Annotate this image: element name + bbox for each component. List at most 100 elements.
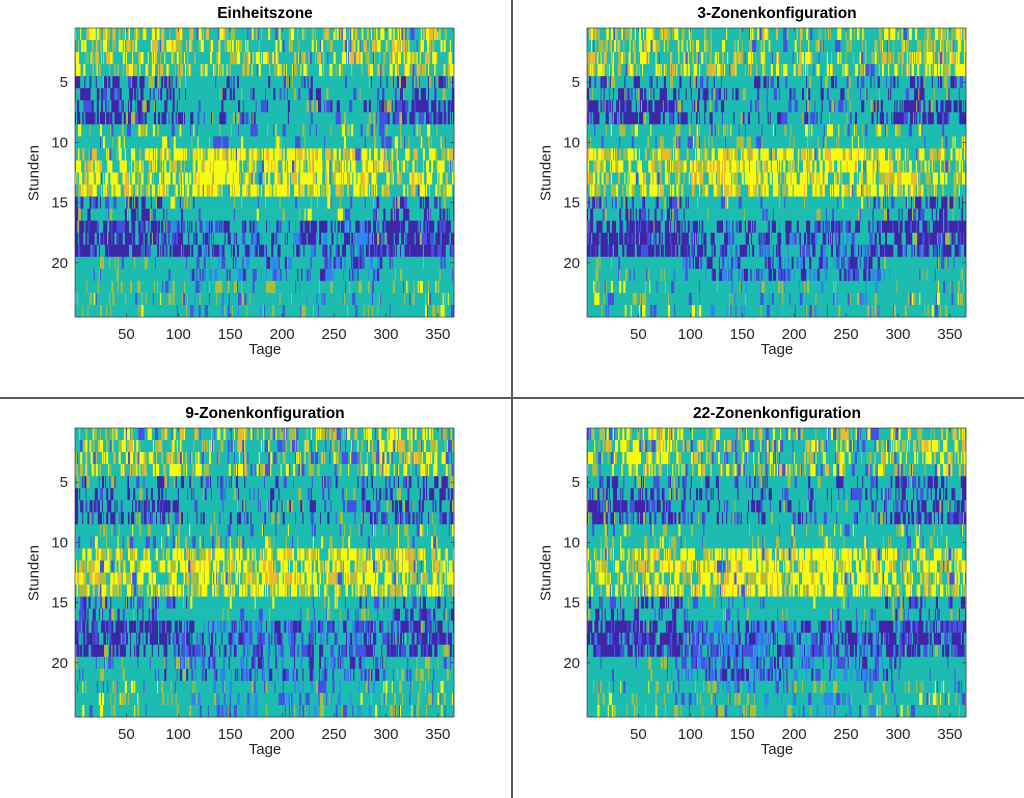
heatmap-cell	[657, 184, 659, 197]
heatmap-cell	[625, 88, 627, 101]
heatmap-cell	[128, 184, 132, 197]
heatmap-cell	[831, 28, 838, 41]
heatmap-cell	[410, 292, 413, 306]
heatmap-cell	[281, 220, 289, 234]
heatmap-cell	[742, 160, 746, 173]
heatmap-cell	[405, 220, 409, 234]
heatmap-cell	[610, 148, 614, 161]
heatmap-cell	[654, 88, 660, 101]
heatmap-cell	[917, 64, 920, 77]
heatmap-cell	[351, 28, 354, 41]
heatmap-cell	[153, 76, 156, 89]
heatmap-cell	[124, 52, 127, 65]
heatmap-cell	[364, 196, 367, 209]
heatmap-cell	[211, 184, 214, 197]
heatmap-cell	[895, 28, 898, 41]
heatmap-cell	[926, 52, 934, 65]
heatmap-cell	[666, 64, 671, 77]
heatmap-cell	[591, 76, 595, 89]
heatmap-cell	[333, 52, 336, 65]
heatmap-cell	[653, 148, 657, 161]
heatmap-cell	[849, 184, 853, 197]
heatmap-cell	[383, 88, 385, 101]
heatmap-cell	[808, 40, 810, 53]
heatmap-cell	[144, 76, 150, 89]
heatmap-cell	[404, 196, 408, 209]
heatmap-cell	[706, 100, 710, 113]
heatmap-cell	[807, 64, 809, 77]
heatmap-cell	[246, 184, 249, 197]
heatmap-cell	[748, 40, 753, 53]
heatmap-cell	[696, 172, 698, 185]
heatmap-cell	[919, 64, 925, 77]
heatmap-cell	[869, 196, 874, 209]
heatmap-cell	[159, 124, 172, 137]
heatmap-cell	[335, 52, 343, 65]
heatmap-cell	[696, 136, 700, 149]
heatmap-cell	[628, 160, 631, 173]
heatmap-cell	[347, 304, 349, 318]
heatmap-cell	[185, 220, 188, 234]
heatmap-cell	[75, 160, 77, 173]
heatmap-cell	[260, 304, 264, 318]
heatmap-cell	[853, 28, 856, 41]
heatmap-cell	[193, 196, 195, 209]
heatmap-cell	[202, 148, 207, 161]
heatmap-cell	[313, 160, 323, 173]
heatmap-cell	[332, 64, 336, 77]
heatmap-cell	[116, 268, 119, 282]
heatmap-cell	[190, 112, 194, 125]
heatmap-cell	[821, 184, 824, 197]
heatmap-cell	[81, 160, 85, 173]
heatmap-cell	[142, 244, 144, 258]
heatmap-cell	[910, 184, 914, 197]
heatmap-cell	[114, 232, 117, 246]
heatmap-cell	[147, 232, 151, 246]
heatmap-cell	[647, 148, 651, 161]
heatmap-cell	[404, 136, 406, 149]
heatmap-cell	[593, 160, 596, 173]
heatmap-cell	[679, 160, 684, 173]
heatmap-cell	[258, 208, 283, 221]
heatmap-cell	[643, 196, 646, 209]
heatmap-cell	[243, 268, 246, 282]
heatmap-cell	[387, 244, 390, 258]
heatmap-cell	[446, 208, 449, 221]
heatmap-cell	[235, 232, 238, 246]
heatmap-cell	[773, 76, 778, 89]
heatmap-cell	[301, 52, 304, 65]
heatmap-cell	[139, 28, 143, 41]
heatmap-cell	[947, 172, 954, 185]
heatmap-cell	[737, 52, 741, 65]
heatmap-cell	[434, 28, 436, 41]
heatmap-cell	[324, 136, 326, 149]
heatmap-cell	[590, 184, 592, 197]
heatmap-cell	[962, 160, 967, 173]
heatmap-cell	[308, 88, 310, 101]
heatmap-cell	[646, 88, 650, 101]
heatmap-cell	[718, 160, 721, 173]
heatmap-cell	[409, 208, 425, 221]
heatmap-cell	[741, 148, 745, 161]
heatmap-cell	[452, 208, 455, 221]
heatmap-cell	[280, 28, 290, 41]
heatmap-cell	[236, 280, 239, 294]
heatmap-cell	[246, 148, 249, 161]
heatmap-cell	[436, 64, 444, 77]
heatmap-cell	[196, 220, 200, 234]
heatmap-cell	[93, 64, 97, 77]
heatmap-cell	[132, 280, 138, 294]
heatmap-cell	[386, 76, 388, 89]
heatmap-cell	[327, 256, 330, 270]
heatmap-cell	[169, 28, 171, 41]
heatmap-cell	[87, 232, 89, 246]
heatmap-cell	[723, 148, 728, 161]
heatmap-cell	[389, 64, 394, 77]
heatmap-cell	[149, 232, 153, 246]
heatmap-cell	[856, 28, 860, 41]
heatmap-cell	[142, 28, 144, 41]
heatmap-cell	[312, 112, 336, 125]
heatmap-cell	[877, 52, 880, 65]
heatmap-cell	[298, 172, 300, 185]
heatmap-cell	[659, 28, 663, 41]
